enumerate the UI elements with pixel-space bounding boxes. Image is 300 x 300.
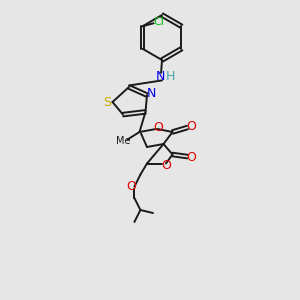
- Text: O: O: [126, 179, 136, 193]
- Text: Me: Me: [116, 136, 130, 146]
- Text: H: H: [165, 70, 175, 83]
- Text: O: O: [186, 120, 196, 134]
- Text: O: O: [154, 121, 163, 134]
- Text: O: O: [162, 159, 171, 172]
- Text: S: S: [103, 95, 111, 109]
- Text: O: O: [186, 151, 196, 164]
- Text: Cl: Cl: [154, 17, 164, 27]
- Text: N: N: [156, 70, 165, 83]
- Text: N: N: [147, 87, 157, 100]
